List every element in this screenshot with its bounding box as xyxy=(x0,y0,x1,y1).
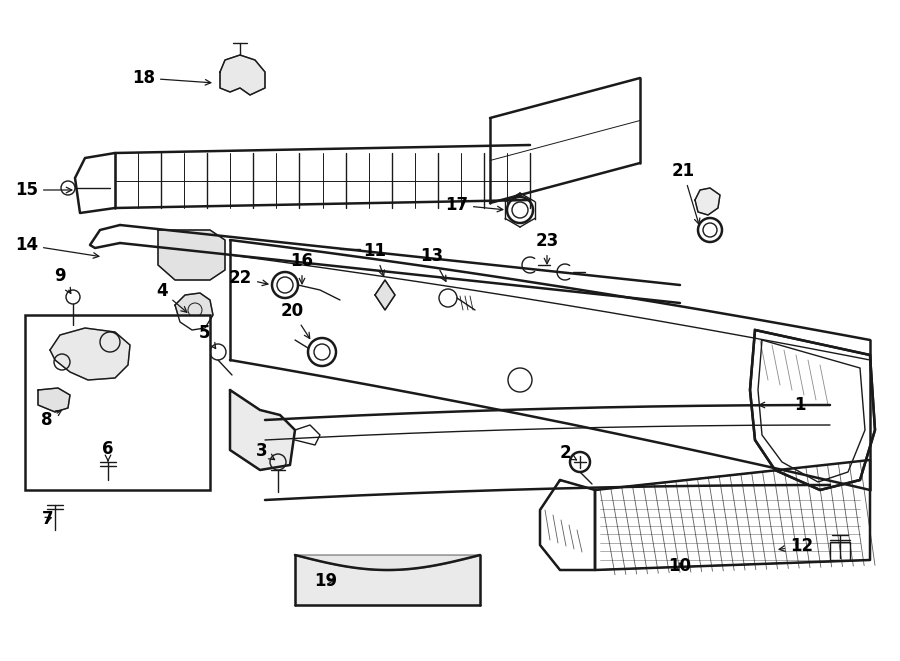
Text: 9: 9 xyxy=(54,267,71,293)
Text: 13: 13 xyxy=(420,247,446,282)
Polygon shape xyxy=(295,555,480,570)
Text: 10: 10 xyxy=(669,557,691,575)
Text: 15: 15 xyxy=(15,181,72,199)
Text: 4: 4 xyxy=(157,282,187,312)
Text: 20: 20 xyxy=(281,302,310,338)
Text: 11: 11 xyxy=(364,242,386,276)
Text: 6: 6 xyxy=(103,440,113,461)
Text: 14: 14 xyxy=(15,236,99,258)
Text: 12: 12 xyxy=(779,537,813,555)
Text: 22: 22 xyxy=(229,269,268,287)
Bar xyxy=(25,315,210,490)
Text: 18: 18 xyxy=(132,69,211,87)
Text: 17: 17 xyxy=(445,196,503,214)
Polygon shape xyxy=(230,390,295,470)
Polygon shape xyxy=(375,280,395,310)
Text: 5: 5 xyxy=(199,324,216,348)
Text: 8: 8 xyxy=(40,410,61,429)
Polygon shape xyxy=(695,188,720,215)
Text: 3: 3 xyxy=(256,442,274,460)
Polygon shape xyxy=(595,460,870,570)
Polygon shape xyxy=(750,330,875,490)
Polygon shape xyxy=(175,293,213,330)
Text: 1: 1 xyxy=(760,396,806,414)
Text: 23: 23 xyxy=(536,232,559,264)
Text: 2: 2 xyxy=(559,444,577,462)
Polygon shape xyxy=(158,230,225,280)
Text: 19: 19 xyxy=(314,572,338,590)
Text: 16: 16 xyxy=(291,252,313,284)
Bar xyxy=(180,315,190,325)
Text: 7: 7 xyxy=(42,510,54,528)
Polygon shape xyxy=(220,55,265,95)
Polygon shape xyxy=(50,328,130,380)
Bar xyxy=(830,542,850,560)
Polygon shape xyxy=(38,388,70,412)
Text: 21: 21 xyxy=(671,162,700,224)
Polygon shape xyxy=(540,480,595,570)
